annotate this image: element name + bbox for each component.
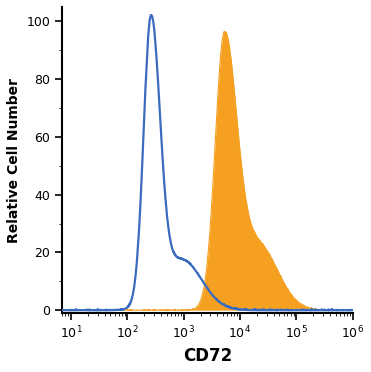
Y-axis label: Relative Cell Number: Relative Cell Number [7,77,21,243]
X-axis label: CD72: CD72 [183,347,232,365]
